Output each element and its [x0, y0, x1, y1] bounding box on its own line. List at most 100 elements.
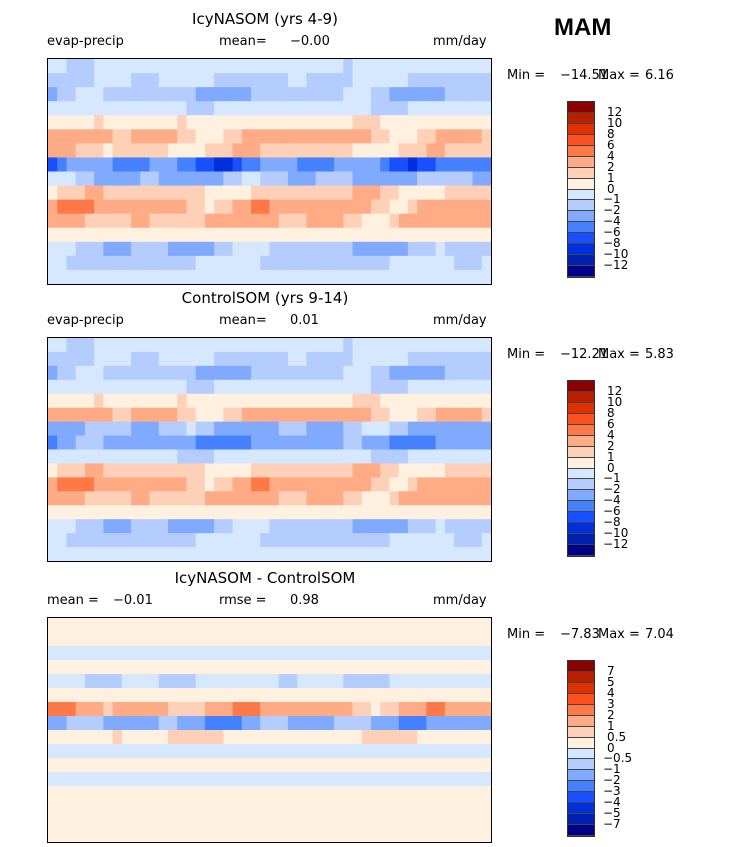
map-cell: [112, 477, 123, 492]
map-cell: [232, 73, 243, 88]
map-cell: [186, 814, 197, 829]
map-cell: [269, 227, 280, 243]
map-cell: [149, 449, 160, 464]
map-cell: [103, 674, 114, 689]
map-cell: [481, 87, 491, 102]
map-cell: [463, 393, 474, 409]
map-cell: [334, 491, 344, 506]
map-cell: [223, 185, 234, 201]
map-cell: [186, 547, 197, 561]
map-cell: [66, 674, 77, 689]
map-cell: [223, 351, 234, 367]
map-cell: [371, 758, 381, 773]
map-cell: [66, 59, 77, 74]
map-cell: [260, 533, 270, 548]
map-cell: [195, 449, 206, 464]
map-cell: [334, 519, 344, 534]
map-cell: [149, 269, 160, 284]
map-cell: [112, 828, 123, 842]
map-cell: [407, 227, 418, 243]
map-cell: [454, 786, 464, 801]
map-cell: [223, 618, 234, 633]
colorbar-tick-label: 6: [607, 137, 615, 152]
map-cell: [48, 269, 58, 284]
map-cell: [241, 59, 252, 74]
map-cell: [287, 101, 298, 116]
map-cell: [407, 800, 418, 815]
map-cell: [121, 505, 132, 520]
map-cell: [334, 157, 344, 172]
map-cell: [84, 758, 95, 773]
colorbar: [567, 101, 595, 278]
map-cell: [140, 115, 151, 130]
map-cell: [324, 338, 335, 353]
map-cell: [232, 59, 243, 74]
map-cell: [103, 660, 114, 675]
map-cell: [167, 674, 178, 689]
map-cell: [343, 449, 354, 464]
map-cell: [435, 519, 446, 534]
map-cell: [352, 491, 363, 506]
map-cell: [343, 463, 354, 478]
map-cell: [260, 730, 270, 745]
map-cell: [94, 269, 104, 284]
map-cell: [315, 393, 326, 409]
map-cell: [75, 688, 86, 703]
map-cell: [75, 533, 86, 548]
map-cell: [204, 351, 215, 367]
map-cell: [287, 73, 298, 88]
map-cell: [380, 674, 390, 689]
map-cell: [389, 351, 400, 367]
map-cell: [472, 338, 483, 353]
map-cell: [472, 269, 483, 284]
max-value: 6.16: [645, 68, 674, 83]
map-cell: [214, 491, 224, 506]
map-cell: [444, 379, 455, 395]
map-cell: [232, 338, 243, 353]
map-cell: [48, 674, 58, 689]
colorbar: [567, 660, 595, 837]
map-cell: [167, 101, 178, 116]
map-cell: [84, 269, 95, 284]
map-cell: [84, 59, 95, 74]
map-cell: [435, 73, 446, 88]
map-cell: [57, 143, 67, 158]
map-cell: [48, 828, 58, 842]
map-cell: [103, 814, 114, 829]
map-cell: [324, 449, 335, 464]
map-cell: [84, 101, 95, 116]
map-cell: [352, 632, 363, 647]
colorbar-tick-label: 2: [607, 438, 615, 453]
map-cell: [334, 716, 344, 731]
map-cell: [269, 519, 280, 534]
map-cell: [103, 730, 114, 745]
map-cell: [251, 255, 261, 271]
map-cell: [398, 185, 409, 201]
map-cell: [407, 407, 418, 423]
map-cell: [214, 87, 224, 102]
map-cell: [463, 351, 474, 367]
map-cell: [297, 59, 307, 74]
map-cell: [380, 87, 390, 102]
map-cell: [407, 660, 418, 675]
map-cell: [103, 800, 114, 815]
map-cell: [269, 618, 280, 633]
map-cell: [48, 379, 58, 395]
map-cell: [380, 505, 390, 520]
map-cell: [426, 435, 437, 450]
map-cell: [343, 213, 354, 229]
map-cell: [186, 255, 197, 271]
map-cell: [57, 338, 67, 353]
map-cell: [232, 660, 243, 675]
map-cell: [278, 828, 289, 842]
map-cell: [214, 255, 224, 271]
map-cell: [278, 449, 289, 464]
map-cell: [241, 730, 252, 745]
map-cell: [343, 269, 354, 284]
map-cell: [260, 463, 270, 478]
map-cell: [131, 814, 141, 829]
map-cell: [472, 547, 483, 561]
map-cell: [66, 351, 77, 367]
map-cell: [306, 157, 317, 172]
map-cell: [297, 716, 307, 731]
